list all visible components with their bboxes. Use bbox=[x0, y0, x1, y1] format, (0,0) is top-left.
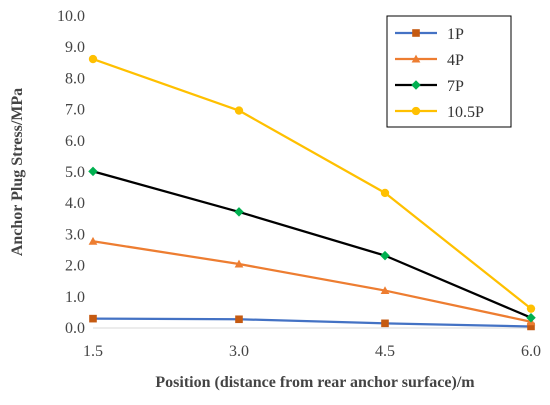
y-tick-label: 8.0 bbox=[65, 70, 85, 87]
y-tick-label: 3.0 bbox=[65, 226, 85, 243]
data-point bbox=[89, 314, 97, 323]
data-point bbox=[526, 304, 536, 313]
legend-label: 7P bbox=[447, 78, 464, 95]
y-tick-label: 10.0 bbox=[57, 8, 85, 25]
series-line bbox=[92, 57, 532, 310]
series-layer bbox=[88, 54, 536, 331]
y-tick-label: 1.0 bbox=[65, 289, 85, 306]
y-axis-ticks: 0.0 1.0 2.0 3.0 4.0 5.0 6.0 7.0 8.0 9.0 10.0 bbox=[57, 8, 85, 337]
x-axis-title: Position (distance from rear anchor surf… bbox=[155, 374, 475, 391]
data-point bbox=[527, 322, 535, 331]
y-tick-label: 7.0 bbox=[65, 102, 85, 119]
legend-marker bbox=[412, 29, 420, 37]
legend-label: 4P bbox=[447, 52, 464, 69]
x-tick-label: 6.0 bbox=[521, 343, 541, 360]
y-axis-title: Anchor Plug Stress/MPa bbox=[9, 88, 26, 256]
data-point bbox=[381, 319, 389, 328]
x-tick-label: 3.0 bbox=[229, 343, 249, 360]
data-point bbox=[380, 250, 390, 261]
series-4P bbox=[88, 236, 536, 326]
legend-label: 10.5P bbox=[447, 104, 484, 121]
series-line bbox=[92, 317, 532, 328]
series-1P bbox=[89, 314, 535, 331]
series-line bbox=[92, 170, 532, 319]
data-point bbox=[88, 236, 98, 245]
y-tick-label: 6.0 bbox=[65, 133, 85, 150]
series-7P bbox=[88, 166, 536, 323]
y-tick-label: 4.0 bbox=[65, 195, 85, 212]
legend-item: 10.5P bbox=[395, 104, 484, 121]
series-line bbox=[92, 240, 532, 323]
legend-marker bbox=[411, 54, 421, 63]
y-tick-label: 2.0 bbox=[65, 258, 85, 275]
legend-box bbox=[386, 15, 512, 128]
legend-item: 4P bbox=[395, 52, 464, 69]
x-tick-label: 4.5 bbox=[375, 343, 395, 360]
data-point bbox=[88, 54, 98, 64]
data-point bbox=[526, 312, 536, 323]
y-tick-label: 0.0 bbox=[65, 320, 85, 337]
data-point bbox=[234, 259, 244, 268]
legend-marker bbox=[411, 106, 421, 116]
data-point bbox=[380, 286, 390, 295]
x-axis-ticks: 1.5 3.0 4.5 6.0 bbox=[83, 343, 541, 360]
data-point bbox=[88, 166, 98, 177]
x-tick-label: 1.5 bbox=[83, 343, 103, 360]
legend-marker bbox=[411, 80, 421, 90]
data-point bbox=[380, 188, 390, 198]
legend-item: 1P bbox=[395, 26, 464, 43]
legend-label: 1P bbox=[447, 26, 464, 43]
series-10.5P bbox=[88, 54, 536, 313]
data-point bbox=[235, 315, 243, 324]
data-point bbox=[234, 106, 244, 115]
y-tick-label: 5.0 bbox=[65, 164, 85, 181]
legend: 1P 4P 7P 10.5P bbox=[386, 15, 512, 128]
data-point bbox=[234, 207, 244, 217]
y-tick-label: 9.0 bbox=[65, 39, 85, 56]
legend-item: 7P bbox=[395, 78, 464, 95]
